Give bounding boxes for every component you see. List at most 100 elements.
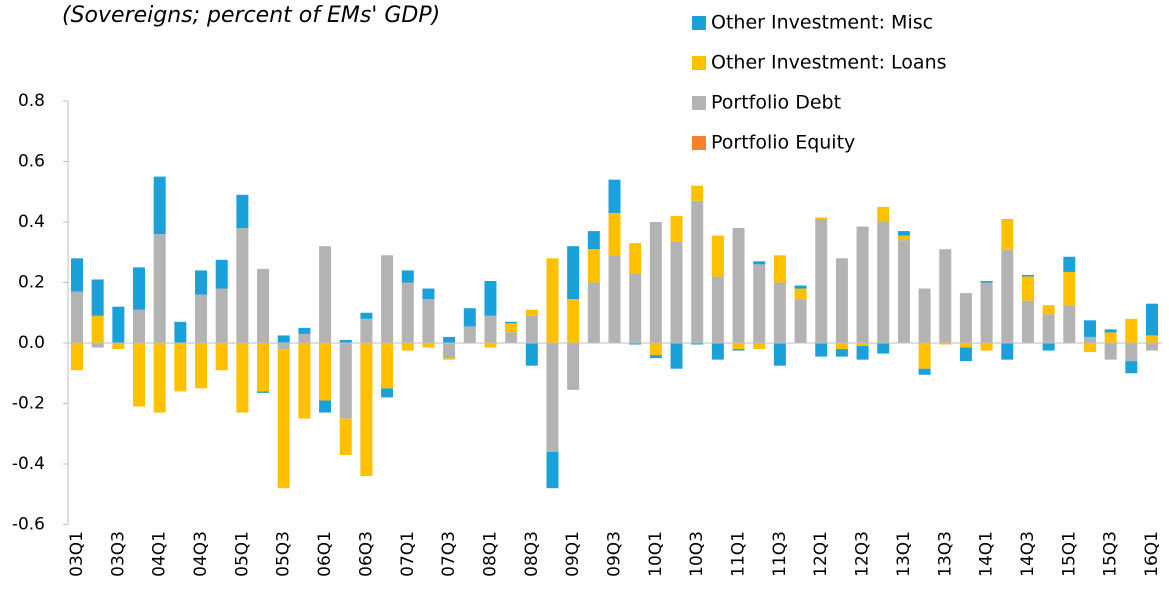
bar <box>877 222 890 343</box>
bar <box>153 234 166 343</box>
bar <box>835 343 848 350</box>
bar <box>133 309 146 343</box>
x-tick-label: 11Q1 <box>729 531 749 577</box>
bar <box>1146 343 1158 351</box>
bar <box>1021 276 1034 301</box>
bar <box>711 235 724 277</box>
bar <box>277 343 290 350</box>
bar <box>1063 305 1076 343</box>
bar <box>215 259 228 289</box>
bar <box>691 343 704 345</box>
bar <box>257 391 270 393</box>
y-tick-label: -0.4 <box>12 454 45 474</box>
bar <box>422 343 435 348</box>
bar <box>1021 300 1034 343</box>
bar <box>629 343 642 345</box>
bar <box>71 343 83 371</box>
bar <box>1146 335 1158 343</box>
x-tick-label: 15Q3 <box>1101 531 1121 577</box>
bar <box>794 288 807 300</box>
x-tick-label: 04Q3 <box>191 531 211 577</box>
x-tick-label: 07Q3 <box>439 531 459 577</box>
x-tick-label: 08Q1 <box>480 531 500 577</box>
bar <box>649 355 662 359</box>
bar <box>959 347 972 362</box>
bar <box>1001 343 1014 360</box>
x-tick-label: 03Q3 <box>108 531 128 577</box>
bar <box>897 240 910 343</box>
bar <box>1125 318 1138 343</box>
bar <box>1083 336 1096 343</box>
bar <box>339 343 352 419</box>
bar <box>91 315 104 343</box>
bar <box>1104 343 1117 360</box>
bar <box>670 241 683 343</box>
bar <box>360 318 373 343</box>
x-tick-label: 12Q1 <box>811 531 831 577</box>
bar <box>856 343 869 347</box>
bar <box>608 179 621 213</box>
bar <box>1083 343 1096 353</box>
legend-swatch <box>692 56 706 70</box>
bar <box>794 285 807 289</box>
bar <box>877 343 890 354</box>
y-tick-label: 0.8 <box>18 91 45 111</box>
bar <box>587 282 600 343</box>
bar <box>587 249 600 283</box>
bar <box>381 343 394 389</box>
bar <box>1042 305 1055 315</box>
bar <box>277 349 290 489</box>
bar <box>856 226 869 343</box>
x-tick-label: 12Q3 <box>853 531 873 577</box>
bar <box>1001 249 1014 343</box>
legend-swatch <box>692 96 706 110</box>
bar <box>298 343 311 419</box>
bar <box>422 299 435 343</box>
x-tick-label: 09Q3 <box>605 531 625 577</box>
bar <box>195 270 208 295</box>
bar <box>257 268 270 343</box>
legend-label: Other Investment: Loans <box>711 52 947 74</box>
bar <box>773 255 786 283</box>
x-tick-label: 11Q3 <box>770 531 790 577</box>
bar <box>174 343 187 392</box>
bar <box>691 185 704 201</box>
bar <box>546 343 559 452</box>
bar <box>608 255 621 343</box>
bar <box>773 343 786 366</box>
bar <box>319 400 332 413</box>
bar <box>1063 256 1076 272</box>
bar <box>525 315 538 343</box>
bar <box>401 270 414 283</box>
x-tick-label: 10Q3 <box>687 531 707 577</box>
bar <box>918 343 931 369</box>
bar <box>463 308 476 327</box>
bar <box>505 332 518 343</box>
legend-label: Portfolio Debt <box>711 92 841 114</box>
bar <box>959 293 972 343</box>
bar <box>401 343 414 351</box>
bar <box>381 388 394 398</box>
bar <box>133 343 146 407</box>
bar <box>815 343 828 357</box>
bar <box>319 343 332 401</box>
bar <box>711 343 724 360</box>
y-tick-label: -0.2 <box>12 394 45 414</box>
x-tick-label: 14Q3 <box>1018 531 1038 577</box>
x-tick-label: 16Q1 <box>1142 531 1162 577</box>
bar <box>980 343 993 351</box>
bar <box>112 343 125 350</box>
bar <box>298 327 311 334</box>
bar <box>1125 343 1138 362</box>
bar <box>360 312 373 319</box>
bar <box>236 343 249 413</box>
y-tick-label: 0.6 <box>18 152 45 172</box>
bar <box>629 243 642 274</box>
x-tick-label: 05Q1 <box>232 531 252 577</box>
bar <box>835 258 848 343</box>
bar <box>525 343 538 366</box>
bar <box>505 323 518 333</box>
bar <box>401 282 414 343</box>
bar <box>815 218 828 343</box>
